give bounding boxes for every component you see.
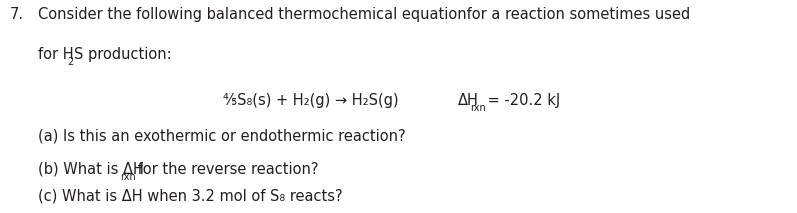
Text: for H: for H [38, 47, 74, 62]
Text: S production:: S production: [73, 47, 171, 62]
Text: (a) Is this an exothermic or endothermic reaction?: (a) Is this an exothermic or endothermic… [38, 129, 406, 144]
Text: 2: 2 [67, 57, 73, 67]
Text: Consider the following balanced thermochemical equationfor a reaction sometimes : Consider the following balanced thermoch… [38, 7, 690, 22]
Text: rxn: rxn [120, 172, 135, 182]
Text: = -20.2 kJ: = -20.2 kJ [483, 93, 560, 108]
Text: (c) What is ΔH when 3.2 mol of S₈ reacts?: (c) What is ΔH when 3.2 mol of S₈ reacts… [38, 189, 343, 203]
Text: ⅘S₈(s) + H₂(g) → H₂S(g): ⅘S₈(s) + H₂(g) → H₂S(g) [223, 93, 398, 108]
Text: rxn: rxn [470, 103, 485, 113]
Text: for the reverse reaction?: for the reverse reaction? [133, 162, 319, 177]
Text: (b) What is ΔH: (b) What is ΔH [38, 162, 144, 177]
Text: 7.: 7. [10, 7, 24, 22]
Text: ΔH: ΔH [458, 93, 479, 108]
